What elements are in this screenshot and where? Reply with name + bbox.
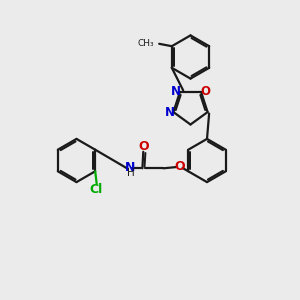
Text: N: N (164, 106, 175, 119)
Text: O: O (200, 85, 210, 98)
Text: N: N (171, 85, 181, 98)
Text: H: H (127, 168, 134, 178)
Text: CH₃: CH₃ (137, 39, 154, 48)
Text: O: O (139, 140, 149, 153)
Text: N: N (124, 161, 135, 174)
Text: O: O (175, 160, 185, 173)
Text: Cl: Cl (90, 183, 103, 196)
